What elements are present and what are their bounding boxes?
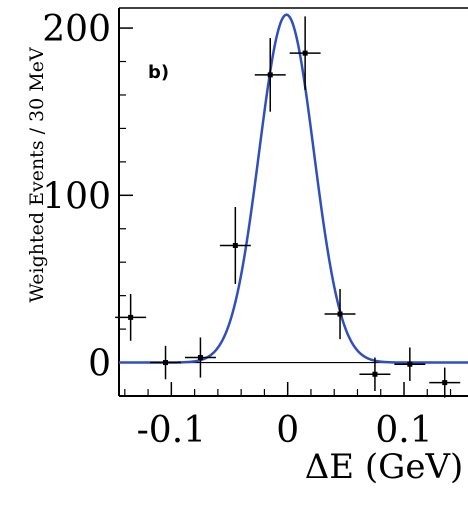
y-tick-label: 200	[42, 9, 111, 50]
data-point	[302, 50, 308, 56]
y-tick-label: 0	[88, 344, 111, 385]
data-point	[407, 361, 413, 367]
x-tick-label: 0	[276, 410, 299, 451]
fit-curve	[119, 13, 468, 364]
data-point	[442, 380, 448, 386]
data-point	[337, 311, 343, 317]
data-point	[372, 371, 378, 377]
data-point	[232, 242, 238, 248]
data-point	[197, 355, 203, 361]
x-axis-label: ΔE (GeV)	[305, 447, 464, 487]
plot-area: -0.1 0 0.1 0 100 200	[42, 7, 468, 451]
x-tick-label: 0.1	[375, 410, 432, 451]
data-point	[163, 360, 169, 366]
data-point	[267, 72, 273, 78]
panel-label: b)	[148, 62, 169, 83]
y-axis-label: Weighted Events / 30 MeV	[26, 47, 48, 303]
y-axis-title-group: Weighted Events / 30 MeV	[26, 47, 48, 303]
x-tick-label: -0.1	[137, 410, 206, 451]
y-tick-label: 100	[42, 176, 111, 217]
data-point	[128, 314, 134, 320]
